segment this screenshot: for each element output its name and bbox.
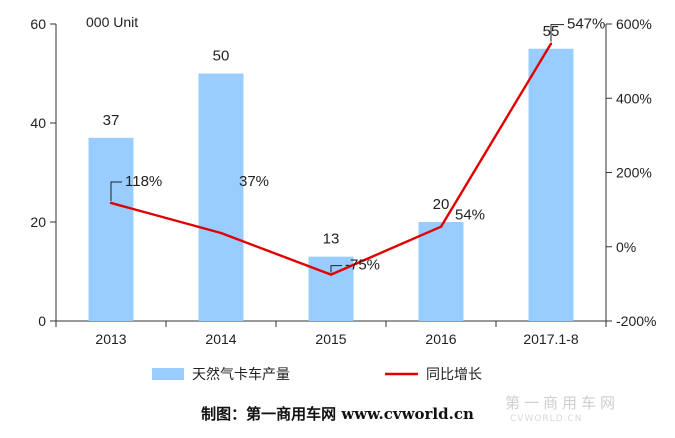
label-leader <box>550 24 564 42</box>
caption: 制图：第一商用车网 www.cvworld.cn <box>201 405 474 423</box>
bar-2014 <box>198 73 244 321</box>
growth-point-2016 <box>439 225 443 228</box>
growth-point-2013 <box>109 201 113 205</box>
bar-value-label: 50 <box>213 48 230 65</box>
label-leader <box>330 265 342 273</box>
line-series <box>109 42 553 276</box>
right-tick-label: -200% <box>616 313 656 329</box>
left-tick-label: 20 <box>30 214 46 230</box>
watermark-sub: CVWORLD.CN <box>510 414 583 424</box>
bar-2013 <box>88 137 134 321</box>
left-tick-label: 40 <box>30 115 46 131</box>
bar-value-label: 20 <box>433 196 450 213</box>
legend-label-line: 同比增长 <box>426 367 482 383</box>
x-tick-label: 2014 <box>205 331 236 347</box>
growth-value-label: 54% <box>455 207 485 224</box>
legend: 天然气卡车产量 同比增长 <box>152 366 482 383</box>
right-tick-label: 0% <box>616 239 636 255</box>
label-leader <box>110 181 122 201</box>
right-tick-label: 600% <box>616 16 652 32</box>
unit-label: 000 Unit <box>86 14 138 30</box>
right-tick-label: 200% <box>616 165 652 181</box>
growth-point-2014 <box>219 231 223 235</box>
bar-2016 <box>418 222 464 321</box>
x-tick-label: 2017.1-8 <box>523 331 578 347</box>
growth-value-label: -75% <box>345 257 380 274</box>
growth-point-2015 <box>329 273 333 276</box>
right-tick-label: 400% <box>616 90 652 106</box>
legend-label-bars: 天然气卡车产量 <box>192 366 290 383</box>
watermark: 第一商用车网 <box>505 394 620 412</box>
bar-value-label: 13 <box>323 231 340 248</box>
left-tick-label: 60 <box>30 16 46 32</box>
x-tick-label: 2016 <box>425 331 456 347</box>
x-tick-label: 2015 <box>315 331 346 347</box>
x-tick-label: 2013 <box>95 331 126 347</box>
bar-series <box>88 48 574 321</box>
bar-2017.1-8 <box>528 48 574 321</box>
growth-point-2017.1-8 <box>549 42 553 45</box>
legend-swatch-bars <box>152 368 184 380</box>
bar-value-label: 37 <box>103 112 120 129</box>
growth-value-label: 37% <box>239 173 269 190</box>
growth-value-label: 547% <box>567 16 605 33</box>
growth-value-label: 118% <box>125 173 162 190</box>
left-tick-label: 0 <box>38 313 46 329</box>
